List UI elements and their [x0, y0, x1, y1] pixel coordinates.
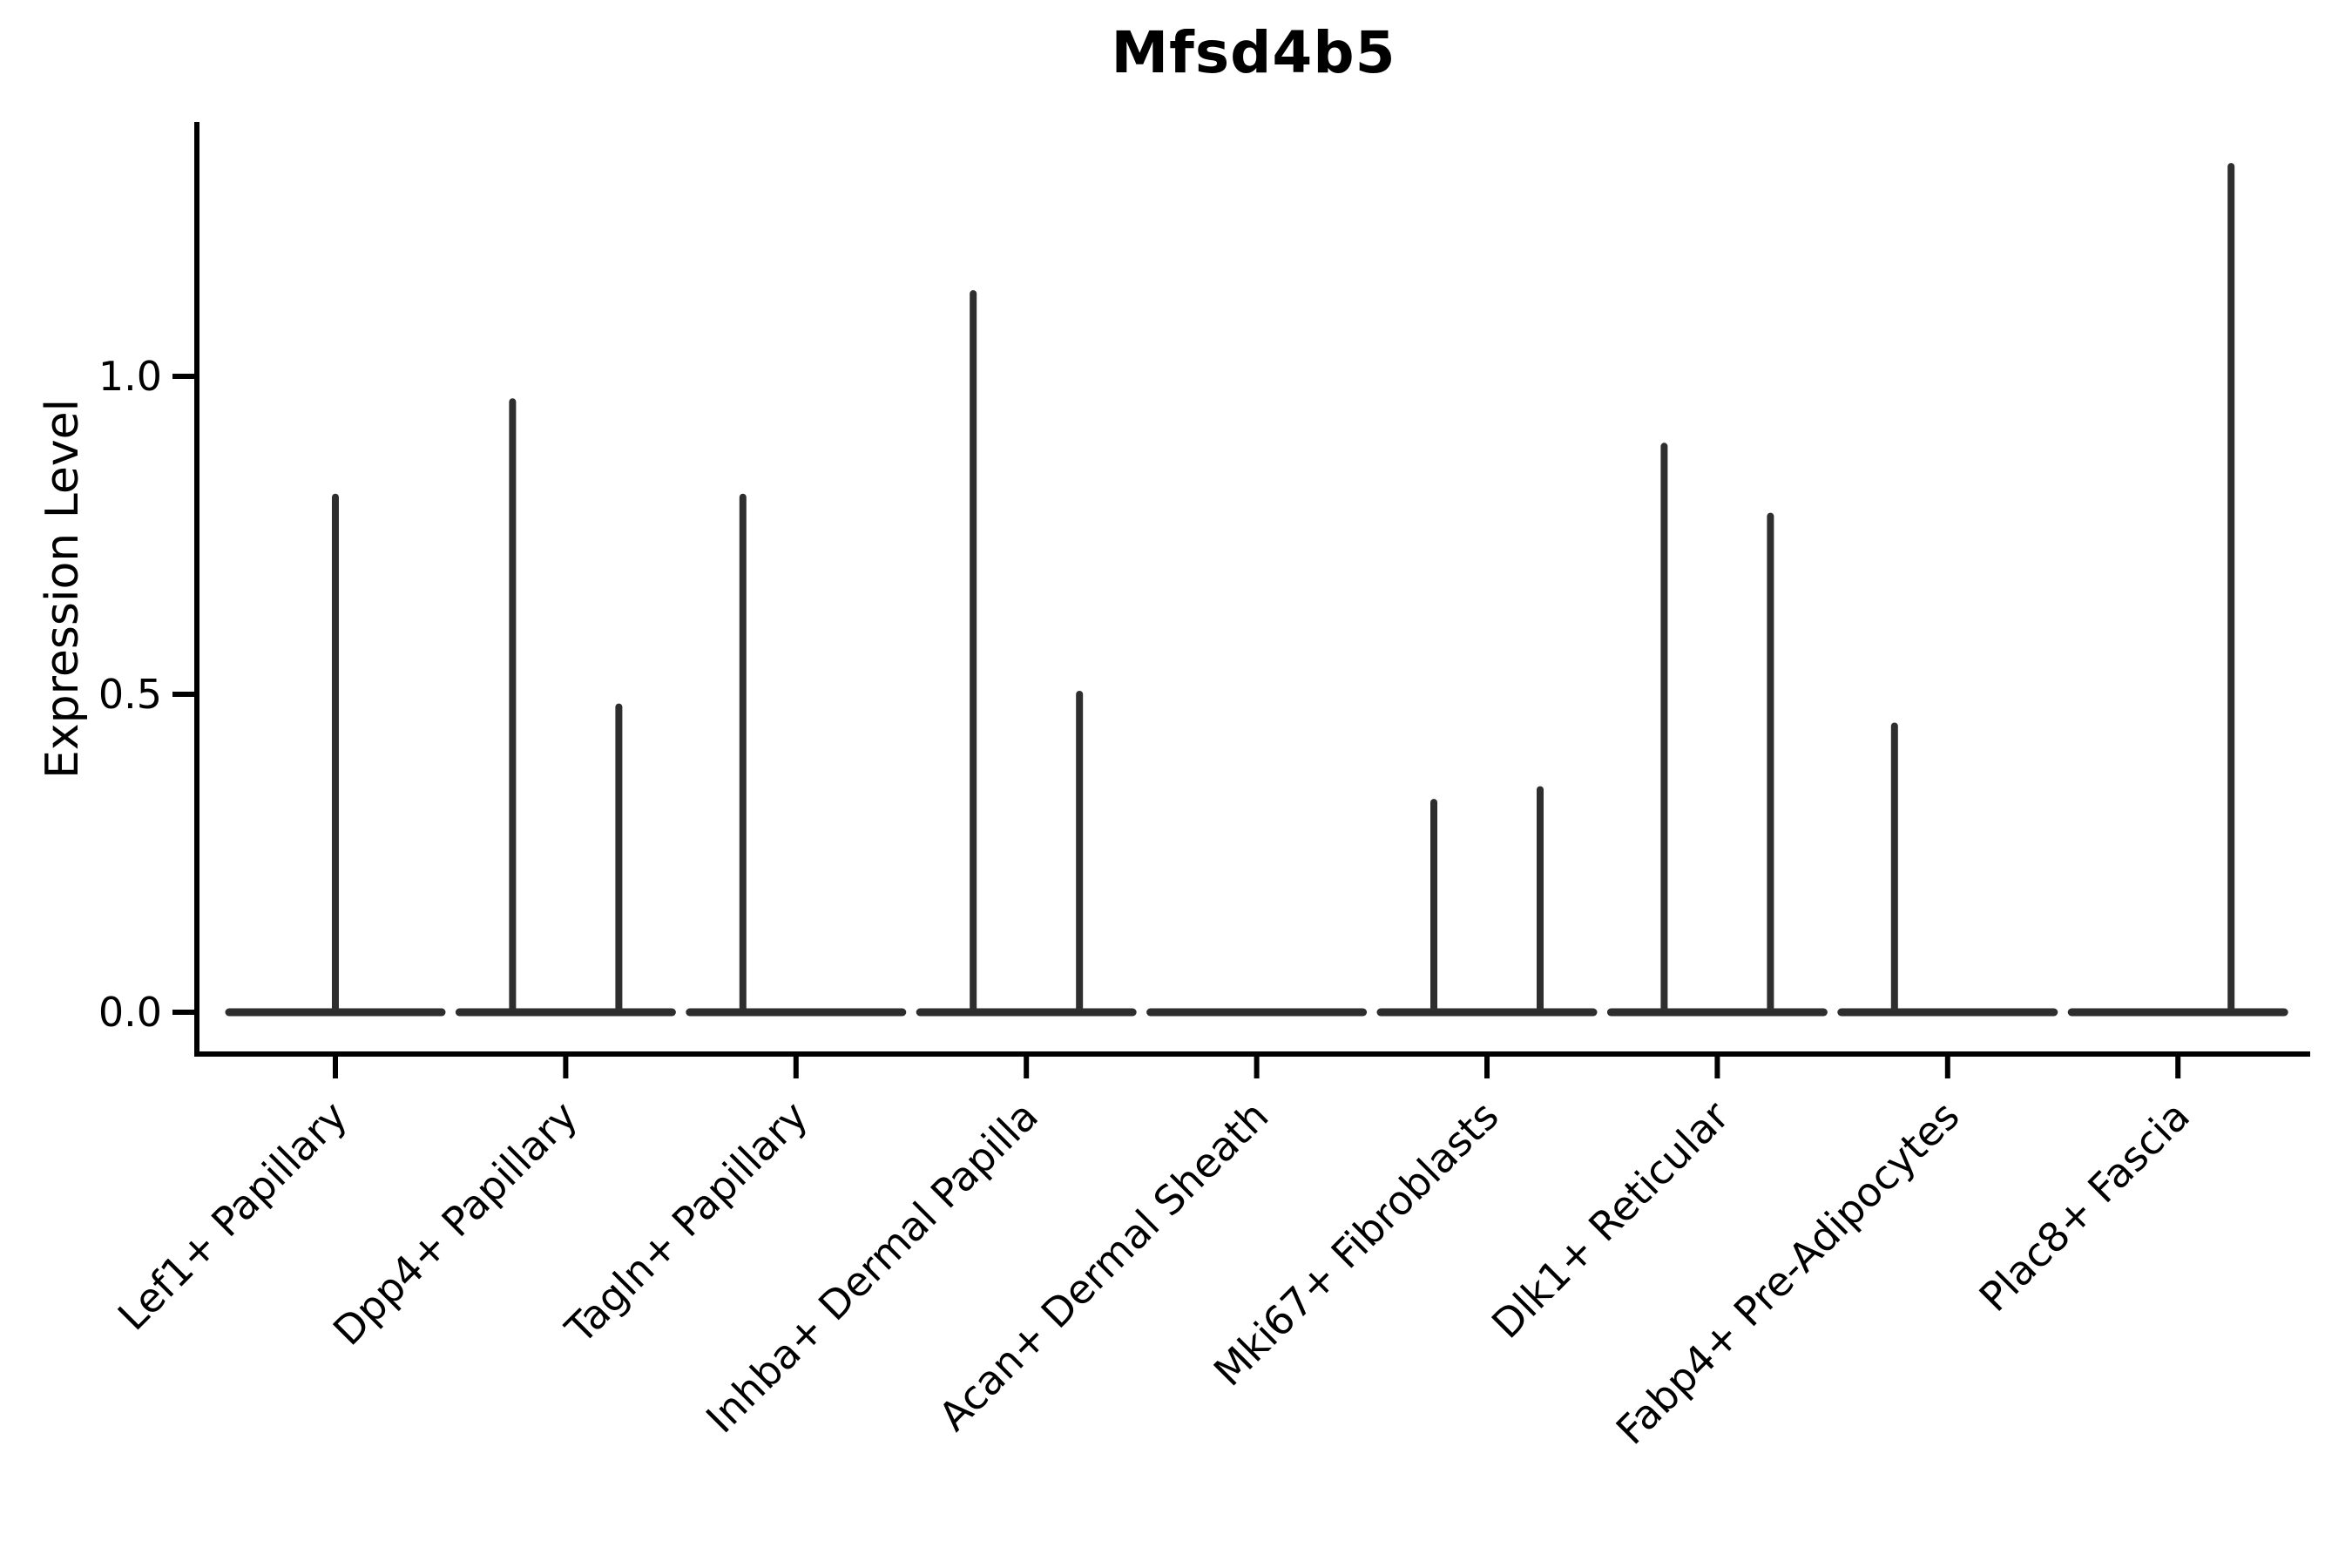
x-tick-label: Plac8+ Fascia	[1970, 1092, 2199, 1321]
y-tick-label: 1.0	[98, 353, 162, 400]
y-tick-label: 0.0	[98, 989, 162, 1036]
x-tick-label: Lef1+ Papillary	[109, 1092, 356, 1340]
x-tick-label: Dpp4+ Papillary	[324, 1092, 586, 1355]
x-tick-label: Tagln+ Papillary	[556, 1092, 817, 1354]
y-tick-label: 0.5	[98, 671, 162, 718]
chart-title: Mfsd4b5	[1111, 19, 1396, 86]
x-tick-label: Dlk1+ Reticular	[1483, 1092, 1738, 1348]
